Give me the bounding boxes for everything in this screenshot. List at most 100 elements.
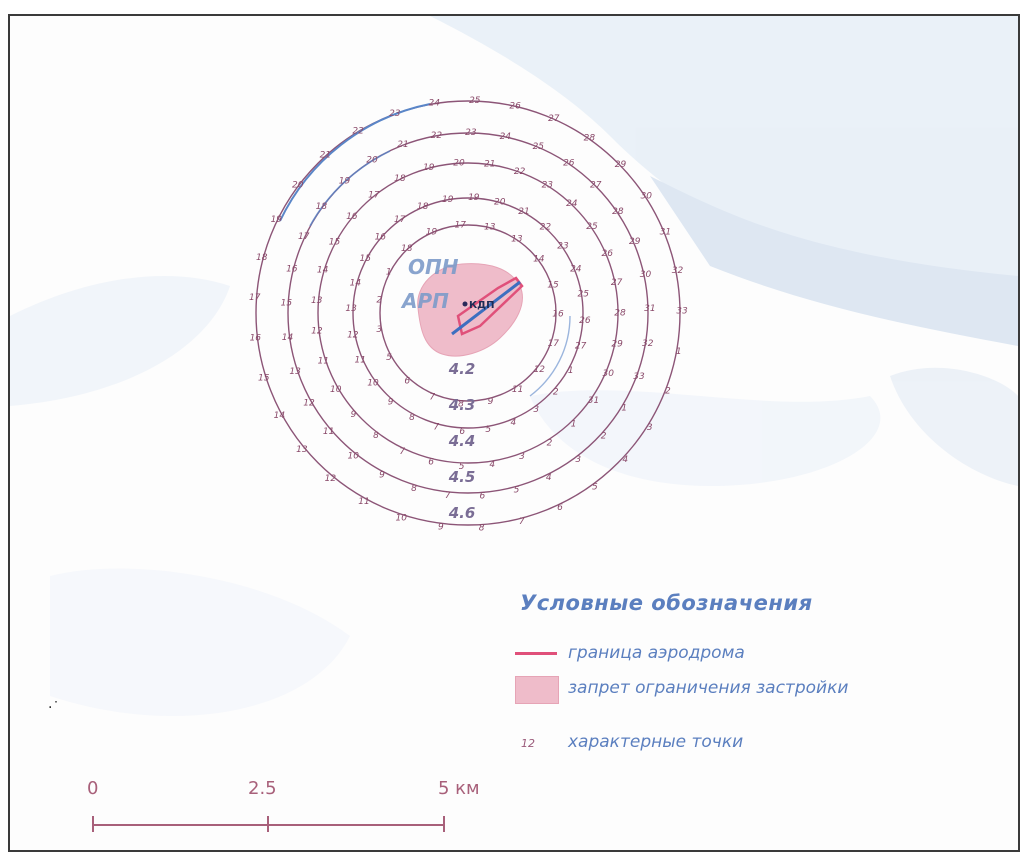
ring-label: 4.6 [448,504,476,522]
point-number-ring2: 20 [494,197,506,207]
point-number-ring5: 21 [320,151,331,161]
map-frame: 17 13 13 14 15 16 17 12 11 9 8 7 6 5 3 2 1 18 19 19 19 20 21 22… [8,14,1020,852]
point-number-ring5: 3 [647,423,653,433]
legend-points-swatch: 12 [521,737,535,750]
point-number-ring1: 3 [376,325,382,335]
point-number-ring4: 19 [339,176,351,186]
ring-labels: 4.2 4.3 4.4 4.5 4.6 [448,360,476,522]
point-number-ring5: 18 [256,253,268,263]
point-number-ring4: 24 [500,132,512,142]
point-number-ring3: 5 [459,462,465,472]
point-number-ring1: 7 [429,393,435,403]
point-number-ring4: 25 [533,142,545,152]
point-number-ring2: 18 [417,202,429,212]
point-number-ring3: 22 [514,167,526,177]
point-number-ring2: 15 [359,254,371,264]
point-number-ring4: 10 [347,451,359,461]
point-number-ring5: 6 [557,503,563,513]
scale-tick-2-5 [267,816,269,832]
point-number-ring5: 12 [325,474,337,484]
point-number-ring2: 1 [568,366,574,376]
point-number-ring2: 12 [347,330,359,340]
point-number-ring3: 23 [542,180,554,190]
point-number-ring4: 6 [480,491,486,501]
point-number-ring2: 9 [388,398,394,408]
ring-5 [255,100,681,526]
point-number-ring5: 28 [584,134,596,144]
point-number-ring5: 14 [274,411,286,421]
point-number-ring3: 6 [428,458,434,468]
point-number-ring1: 12 [534,365,546,375]
ring-1 [379,224,557,402]
point-number-ring3: 18 [394,174,406,184]
scale-label-0: 0 [87,778,99,799]
legend-item-points: характерные точки [568,732,744,752]
point-number-ring5: 30 [640,192,652,202]
point-number-ring1: 17 [548,339,560,349]
point-number-ring5: 22 [352,126,364,136]
point-number-ring2: 7 [433,423,439,433]
ring-4 [287,132,649,494]
point-number-ring2: 13 [345,304,357,314]
point-number-ring1: 19 [426,228,438,238]
aerodrome-boundary [456,276,524,336]
point-number-ring3: 16 [346,212,358,222]
point-number-ring1: 13 [484,223,496,233]
point-number-ring4: 23 [465,128,477,138]
point-number-ring1: 6 [404,377,410,387]
point-number-ring4: 14 [282,333,294,343]
point-number-ring4: 4 [546,473,552,483]
point-number-ring4: 18 [316,202,328,212]
legend-item-zone: запрет ограничения застройки [568,678,849,698]
point-number-ring4: 22 [431,131,443,141]
point-number-ring5: 15 [258,374,270,384]
label-kdp: КДП [469,300,494,311]
point-number-ring3: 27 [611,278,623,288]
point-number-ring4: 9 [379,470,385,480]
point-number-ring3: 15 [329,237,341,247]
point-number-ring5: 27 [548,114,560,124]
point-number-ring3: 7 [399,447,405,457]
point-number-ring4: 20 [366,155,378,165]
point-number-ring4: 32 [642,339,654,349]
point-number-ring4: 27 [590,180,602,190]
point-number-ring5: 20 [292,180,304,190]
terrain-background [10,16,1018,716]
point-number-ring5: 2 [665,386,671,396]
range-rings [255,100,681,526]
point-number-ring1: 8 [458,400,464,410]
point-number-ring5: 31 [660,227,671,237]
point-number-ring4: 21 [397,140,408,150]
ring-2 [352,197,584,429]
point-number-ring2: 17 [394,215,406,225]
point-number-ring2: 14 [350,278,362,288]
point-number-ring2: 21 [518,207,529,217]
ring-label: 4.4 [448,432,476,450]
point-number-ring4: 16 [286,264,298,274]
point-number-ring4: 7 [445,491,451,501]
point-number-ring5: 11 [358,497,369,507]
point-number-ring5: 24 [428,99,440,109]
point-number-ring2: 23 [557,242,569,252]
point-number-ring5: 29 [615,160,627,170]
point-number-ring3: 28 [614,309,626,319]
restricted-zone [417,263,523,357]
point-number-ring5: 25 [469,96,481,106]
point-number-ring5: 7 [519,517,525,527]
point-number-ring3: 10 [330,385,342,395]
point-number-ring1: 13 [511,234,523,244]
label-arp: АРП [400,289,449,313]
point-number-ring4: 17 [298,232,310,242]
point-number-ring5: 13 [296,445,308,455]
point-number-ring5: 19 [271,215,283,225]
ring-blue-segment-2 [309,150,391,227]
point-number-ring1: 2 [376,296,382,306]
scan-artifact: ·˙ [48,700,60,716]
point-number-ring5: 8 [479,524,485,534]
scale-tick-0 [92,816,94,832]
point-number-ring2: 19 [442,195,454,205]
point-number-ring2: 27 [575,342,587,352]
point-number-ring1: 18 [401,244,413,254]
